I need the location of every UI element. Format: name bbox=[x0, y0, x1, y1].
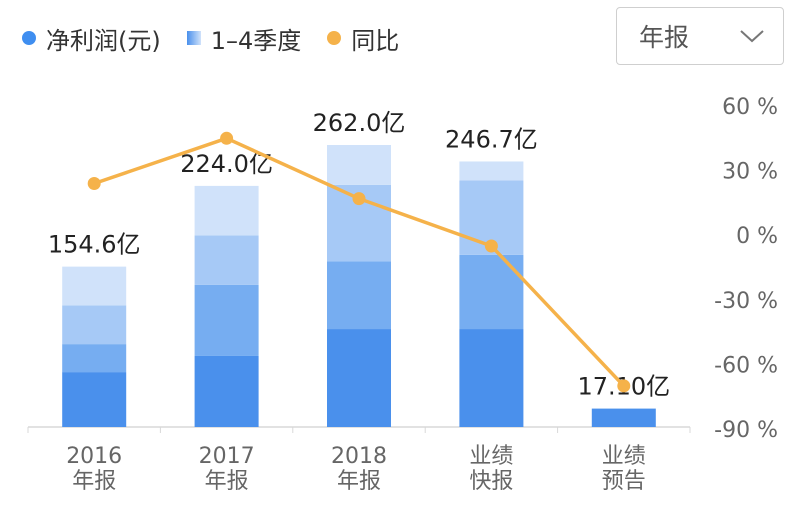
bar-segment-q2 bbox=[327, 261, 391, 330]
bar-segment-q1 bbox=[194, 355, 259, 427]
bar-segment-q2 bbox=[459, 254, 524, 330]
x-tick-label: 2016 bbox=[66, 444, 122, 469]
y-right-tick-label: 0 % bbox=[736, 224, 778, 249]
legend: 净利润(元) 1–4季度 同比 bbox=[22, 18, 399, 58]
legend-item-quarters[interactable]: 1–4季度 bbox=[186, 21, 302, 56]
y-right-tick-label: 30 % bbox=[722, 160, 778, 185]
bar-segment-q3 bbox=[62, 305, 127, 345]
chevron-down-icon bbox=[740, 30, 764, 43]
legend-item-net-profit[interactable]: 净利润(元) bbox=[22, 21, 161, 56]
yoy-dot-icon bbox=[327, 31, 342, 45]
yoy-point bbox=[617, 379, 631, 393]
y-right-tick-label: -30 % bbox=[714, 289, 778, 314]
yoy-point bbox=[87, 177, 101, 191]
bar-segment-q1 bbox=[62, 372, 127, 427]
x-tick-label: 业绩 bbox=[469, 444, 513, 469]
yoy-point bbox=[220, 131, 234, 145]
yoy-point bbox=[484, 239, 498, 253]
bar-segment-q2 bbox=[194, 284, 259, 356]
x-tick-label: 2018 bbox=[331, 444, 387, 469]
x-tick-label: 年报 bbox=[205, 469, 249, 494]
bar-data-label: 154.6亿 bbox=[48, 231, 141, 259]
y-right-tick-label: 60 % bbox=[722, 95, 778, 120]
x-tick-label: 快报 bbox=[469, 469, 513, 494]
y-right-tick-label: -60 % bbox=[714, 353, 778, 378]
bar-data-label: 246.7亿 bbox=[445, 125, 538, 153]
period-dropdown-value: 年报 bbox=[639, 23, 690, 52]
net-profit-dot-icon bbox=[22, 31, 36, 45]
bar-segment-q1 bbox=[327, 329, 391, 427]
x-tick-label: 年报 bbox=[72, 469, 116, 494]
bar-segment-q1 bbox=[591, 408, 656, 427]
x-tick-label: 业绩 bbox=[602, 444, 646, 469]
x-tick-label: 预告 bbox=[602, 469, 646, 494]
bar-segment-q4 bbox=[194, 185, 259, 236]
legend-label-quarters: 1–4季度 bbox=[210, 26, 302, 55]
bar-data-label: 262.0亿 bbox=[313, 109, 406, 137]
quarters-gradient-icon bbox=[186, 31, 201, 45]
bar-segment-q3 bbox=[194, 235, 259, 285]
period-dropdown[interactable]: 年报 bbox=[616, 7, 784, 65]
legend-label-yoy: 同比 bbox=[351, 26, 400, 55]
bar-segment-q4 bbox=[327, 145, 391, 185]
bar-segment-q4 bbox=[62, 266, 127, 306]
bar-segment-q4 bbox=[459, 161, 524, 181]
x-tick-label: 年报 bbox=[337, 469, 381, 494]
y-right-tick-label: -90 % bbox=[714, 418, 778, 443]
x-tick-label: 2017 bbox=[199, 444, 255, 469]
legend-item-yoy[interactable]: 同比 bbox=[327, 21, 399, 56]
bar-data-label: 224.0亿 bbox=[180, 150, 273, 178]
bar-segment-q2 bbox=[62, 344, 127, 373]
bar-segment-q1 bbox=[459, 329, 524, 427]
legend-label-net-profit: 净利润(元) bbox=[46, 26, 161, 55]
yoy-point bbox=[352, 192, 366, 206]
